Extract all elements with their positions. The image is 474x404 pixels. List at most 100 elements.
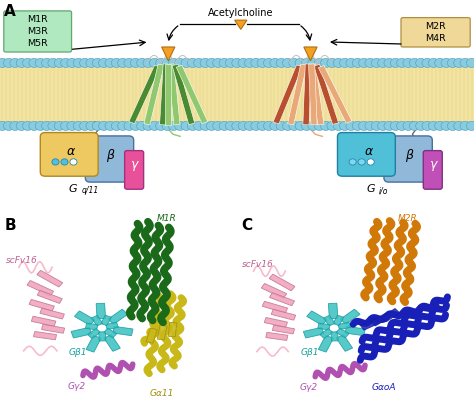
Circle shape xyxy=(466,121,474,130)
Circle shape xyxy=(460,121,471,130)
Bar xyxy=(310,64,324,125)
Bar xyxy=(165,64,172,125)
Circle shape xyxy=(73,58,84,67)
Circle shape xyxy=(80,58,90,67)
Circle shape xyxy=(367,159,374,165)
Circle shape xyxy=(346,121,356,130)
Circle shape xyxy=(111,121,122,130)
Circle shape xyxy=(371,58,382,67)
Circle shape xyxy=(29,121,39,130)
Circle shape xyxy=(61,58,71,67)
Circle shape xyxy=(73,121,84,130)
Circle shape xyxy=(162,58,173,67)
Circle shape xyxy=(35,121,46,130)
Circle shape xyxy=(416,58,426,67)
Circle shape xyxy=(175,58,185,67)
Circle shape xyxy=(200,58,210,67)
Text: M2R
M4R: M2R M4R xyxy=(425,22,446,43)
Circle shape xyxy=(3,58,14,67)
Circle shape xyxy=(359,58,369,67)
Circle shape xyxy=(435,58,445,67)
Circle shape xyxy=(251,121,261,130)
Circle shape xyxy=(155,58,166,67)
Circle shape xyxy=(422,121,432,130)
Circle shape xyxy=(0,58,8,67)
Circle shape xyxy=(219,58,229,67)
Circle shape xyxy=(111,58,122,67)
Circle shape xyxy=(403,121,413,130)
Circle shape xyxy=(333,58,344,67)
Text: $G$: $G$ xyxy=(365,182,376,194)
Circle shape xyxy=(99,58,109,67)
FancyBboxPatch shape xyxy=(336,328,349,338)
Circle shape xyxy=(155,121,166,130)
Text: β: β xyxy=(405,149,412,162)
Circle shape xyxy=(206,121,217,130)
Circle shape xyxy=(105,58,115,67)
Text: scFv16: scFv16 xyxy=(6,257,37,265)
Circle shape xyxy=(67,58,77,67)
Circle shape xyxy=(213,121,223,130)
Circle shape xyxy=(137,121,147,130)
Bar xyxy=(288,64,307,125)
FancyBboxPatch shape xyxy=(318,323,330,330)
FancyBboxPatch shape xyxy=(86,336,101,352)
Circle shape xyxy=(232,58,242,67)
Polygon shape xyxy=(162,47,175,61)
Circle shape xyxy=(162,121,173,130)
FancyBboxPatch shape xyxy=(4,11,72,52)
Circle shape xyxy=(149,121,160,130)
Circle shape xyxy=(320,58,331,67)
Text: α: α xyxy=(67,145,75,158)
Circle shape xyxy=(86,58,96,67)
Circle shape xyxy=(226,58,236,67)
Circle shape xyxy=(422,58,432,67)
FancyBboxPatch shape xyxy=(264,318,287,327)
FancyBboxPatch shape xyxy=(157,325,167,340)
Circle shape xyxy=(70,159,77,165)
Circle shape xyxy=(181,58,191,67)
Circle shape xyxy=(257,58,268,67)
Circle shape xyxy=(251,58,261,67)
Circle shape xyxy=(460,58,471,67)
Circle shape xyxy=(352,58,363,67)
FancyBboxPatch shape xyxy=(261,284,287,298)
Circle shape xyxy=(130,58,141,67)
FancyBboxPatch shape xyxy=(71,327,91,338)
Circle shape xyxy=(10,58,20,67)
FancyBboxPatch shape xyxy=(113,326,133,336)
Circle shape xyxy=(410,121,420,130)
FancyBboxPatch shape xyxy=(333,315,344,326)
Text: q/11: q/11 xyxy=(82,186,99,196)
FancyBboxPatch shape xyxy=(320,328,333,339)
Circle shape xyxy=(61,121,71,130)
Circle shape xyxy=(447,58,458,67)
Circle shape xyxy=(301,121,312,130)
FancyBboxPatch shape xyxy=(336,335,353,351)
Text: β: β xyxy=(106,149,114,162)
Circle shape xyxy=(441,58,451,67)
Circle shape xyxy=(143,121,154,130)
Text: M1R: M1R xyxy=(156,214,176,223)
Circle shape xyxy=(245,121,255,130)
Circle shape xyxy=(358,159,365,165)
FancyBboxPatch shape xyxy=(271,309,296,320)
Circle shape xyxy=(10,121,20,130)
FancyBboxPatch shape xyxy=(99,332,106,341)
FancyBboxPatch shape xyxy=(104,328,117,338)
FancyBboxPatch shape xyxy=(106,322,118,330)
FancyBboxPatch shape xyxy=(331,332,338,341)
Circle shape xyxy=(349,159,356,165)
Circle shape xyxy=(435,121,445,130)
Circle shape xyxy=(245,58,255,67)
Circle shape xyxy=(466,58,474,67)
Circle shape xyxy=(384,58,394,67)
FancyBboxPatch shape xyxy=(34,332,56,340)
Circle shape xyxy=(213,58,223,67)
Text: Gβ1: Gβ1 xyxy=(69,347,87,357)
FancyBboxPatch shape xyxy=(31,316,56,326)
Bar xyxy=(129,65,160,124)
Bar xyxy=(314,64,338,124)
FancyBboxPatch shape xyxy=(40,308,64,319)
FancyBboxPatch shape xyxy=(269,274,295,291)
